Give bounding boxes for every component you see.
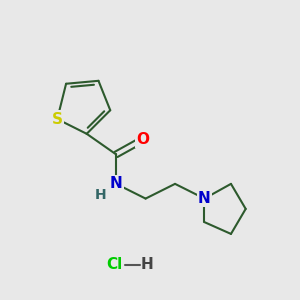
Text: S: S [52,112,63,127]
Text: H: H [95,188,106,202]
Text: N: N [198,191,211,206]
Text: H: H [141,257,153,272]
Text: Cl: Cl [106,257,123,272]
Text: N: N [110,176,122,191]
Text: O: O [136,132,149,147]
